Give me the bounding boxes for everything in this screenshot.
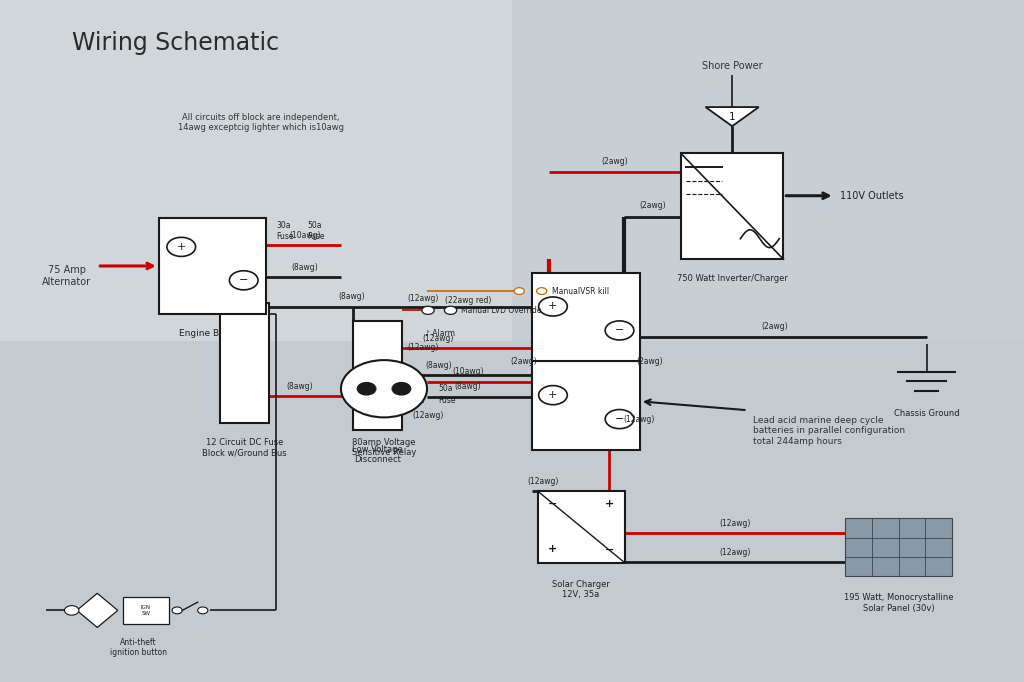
Text: −: − bbox=[605, 544, 614, 554]
Text: Manual LVD Override: Manual LVD Override bbox=[461, 306, 542, 315]
Text: +: + bbox=[548, 544, 557, 554]
Text: Wiring Schematic: Wiring Schematic bbox=[72, 31, 279, 55]
Text: (2awg): (2awg) bbox=[636, 357, 663, 366]
Text: −: − bbox=[548, 499, 557, 509]
Text: 12 Circuit DC Fuse
Block w/Ground Bus: 12 Circuit DC Fuse Block w/Ground Bus bbox=[203, 438, 287, 457]
Text: Chassis Ground: Chassis Ground bbox=[894, 409, 959, 418]
Text: 30a: 30a bbox=[276, 222, 291, 231]
FancyBboxPatch shape bbox=[532, 273, 640, 361]
Circle shape bbox=[65, 606, 79, 615]
Text: 80amp Voltage
Sensitive Relay: 80amp Voltage Sensitive Relay bbox=[352, 438, 416, 457]
Text: Shore Power: Shore Power bbox=[701, 61, 763, 72]
Text: (12awg): (12awg) bbox=[423, 333, 454, 343]
Circle shape bbox=[167, 237, 196, 256]
Circle shape bbox=[537, 288, 547, 295]
Text: +: + bbox=[548, 301, 558, 312]
Text: Fuse: Fuse bbox=[408, 396, 425, 404]
Text: 1: 1 bbox=[729, 112, 735, 121]
Text: −: − bbox=[239, 276, 249, 285]
Circle shape bbox=[539, 385, 567, 404]
Circle shape bbox=[539, 297, 567, 316]
Text: (8awg): (8awg) bbox=[425, 361, 452, 370]
Text: 750 Watt Inverter/Charger: 750 Watt Inverter/Charger bbox=[677, 274, 787, 283]
Text: Solar Charger
12V, 35a: Solar Charger 12V, 35a bbox=[552, 580, 610, 599]
Polygon shape bbox=[77, 593, 118, 627]
Text: (12awg): (12awg) bbox=[719, 548, 751, 557]
Circle shape bbox=[341, 360, 427, 417]
Circle shape bbox=[229, 271, 258, 290]
Text: (2awg): (2awg) bbox=[510, 357, 537, 366]
Circle shape bbox=[514, 288, 524, 295]
Text: −: − bbox=[614, 414, 625, 424]
Text: 30a: 30a bbox=[408, 384, 422, 393]
Text: 50a: 50a bbox=[438, 384, 453, 393]
Circle shape bbox=[422, 306, 434, 314]
Text: Fuse: Fuse bbox=[276, 233, 294, 241]
FancyBboxPatch shape bbox=[845, 518, 952, 576]
FancyBboxPatch shape bbox=[681, 153, 783, 259]
Text: (12awg): (12awg) bbox=[527, 477, 558, 486]
Text: ♪ Alarm: ♪ Alarm bbox=[425, 329, 455, 338]
FancyBboxPatch shape bbox=[0, 0, 512, 341]
FancyBboxPatch shape bbox=[538, 491, 625, 563]
Text: (12awg): (12awg) bbox=[413, 411, 443, 420]
Text: (10awg): (10awg) bbox=[290, 231, 321, 240]
Text: (10awg): (10awg) bbox=[453, 367, 483, 376]
Text: Anti-theft
ignition button: Anti-theft ignition button bbox=[110, 638, 167, 657]
Text: (2awg): (2awg) bbox=[601, 157, 629, 166]
Text: 50a: 50a bbox=[307, 222, 322, 231]
Text: (12awg): (12awg) bbox=[719, 519, 751, 528]
Text: Low Voltage
Disconnect: Low Voltage Disconnect bbox=[352, 445, 403, 464]
Text: −: − bbox=[614, 325, 625, 336]
Text: 195 Watt, Monocrystalline
Solar Panel (30v): 195 Watt, Monocrystalline Solar Panel (3… bbox=[844, 593, 953, 612]
Polygon shape bbox=[706, 107, 759, 126]
Circle shape bbox=[605, 409, 634, 429]
Text: (8awg): (8awg) bbox=[287, 381, 313, 391]
Text: Fuse: Fuse bbox=[438, 396, 456, 404]
Text: 12V, 122a: 12V, 122a bbox=[582, 401, 624, 411]
Circle shape bbox=[392, 383, 411, 395]
Text: (12awg): (12awg) bbox=[408, 293, 438, 303]
FancyBboxPatch shape bbox=[0, 341, 1024, 682]
FancyBboxPatch shape bbox=[220, 303, 269, 423]
Text: +: + bbox=[548, 390, 558, 400]
Text: Fuse: Fuse bbox=[307, 233, 325, 241]
Circle shape bbox=[198, 607, 208, 614]
Text: IGN
SW: IGN SW bbox=[141, 605, 151, 616]
Text: (8awg): (8awg) bbox=[338, 292, 365, 301]
Circle shape bbox=[172, 607, 182, 614]
Circle shape bbox=[357, 383, 376, 395]
Text: 12V, 122a: 12V, 122a bbox=[582, 312, 624, 322]
Text: ManualVSR kill: ManualVSR kill bbox=[552, 286, 609, 295]
Text: (22awg red): (22awg red) bbox=[444, 296, 492, 305]
Text: (2awg): (2awg) bbox=[639, 201, 666, 211]
Text: (12awg): (12awg) bbox=[624, 415, 655, 424]
FancyBboxPatch shape bbox=[159, 218, 266, 314]
Text: (8awg): (8awg) bbox=[455, 382, 481, 391]
Text: (2awg): (2awg) bbox=[762, 322, 788, 331]
Text: 75 Amp
Alternator: 75 Amp Alternator bbox=[42, 265, 91, 287]
Text: All circuits off block are independent,
14awg exceptcig lighter which is10awg: All circuits off block are independent, … bbox=[178, 113, 344, 132]
FancyBboxPatch shape bbox=[123, 597, 169, 624]
Text: (12awg): (12awg) bbox=[408, 343, 438, 352]
Circle shape bbox=[444, 306, 457, 314]
FancyBboxPatch shape bbox=[353, 321, 402, 430]
Text: +: + bbox=[176, 242, 186, 252]
Text: +: + bbox=[605, 499, 614, 509]
Text: Lead acid marine deep cycle
batteries in parallel configuration
total 244amp hou: Lead acid marine deep cycle batteries in… bbox=[753, 416, 905, 446]
FancyBboxPatch shape bbox=[532, 361, 640, 450]
Circle shape bbox=[605, 321, 634, 340]
Text: Engine Battery: Engine Battery bbox=[178, 329, 247, 338]
Text: (8awg): (8awg) bbox=[292, 263, 318, 272]
Text: 110V Outlets: 110V Outlets bbox=[840, 191, 903, 201]
